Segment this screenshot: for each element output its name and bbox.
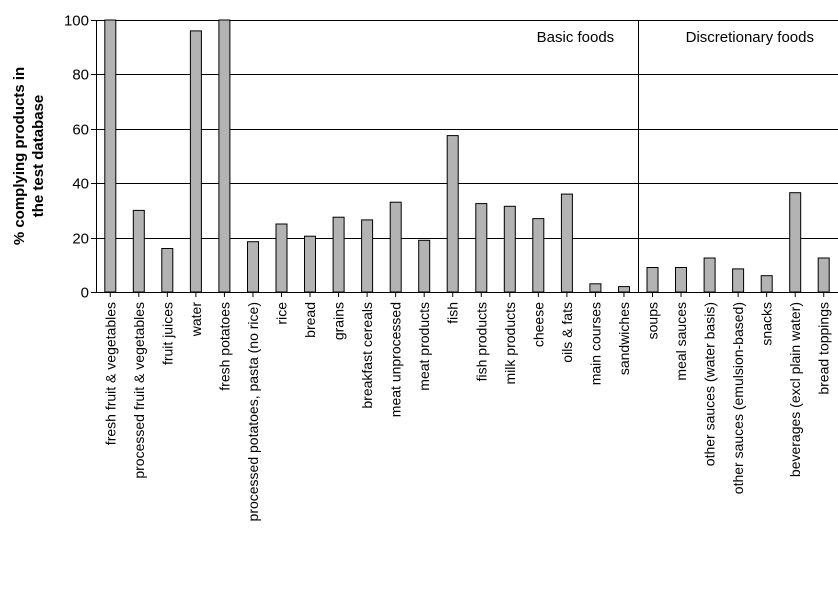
y-ticks: 0 20 40 60 80 100 <box>64 13 96 302</box>
bar <box>418 239 431 293</box>
group-separators: Basic foods Discretionary foods <box>537 20 814 292</box>
bar <box>532 218 545 293</box>
y-tick-label: 20 <box>72 231 89 248</box>
x-tick-label: grains <box>331 302 347 340</box>
bar <box>589 283 602 293</box>
bar <box>275 223 288 293</box>
x-tick-label: fish <box>445 302 461 324</box>
bar <box>104 19 117 293</box>
x-tick-label: processed potatoes, pasta (no rice) <box>245 302 261 521</box>
x-tick-label: fresh potatoes <box>216 302 232 391</box>
x-tick-label: cheese <box>530 302 546 347</box>
x-tick-label: soups <box>645 302 661 339</box>
y-tick-label: 80 <box>72 67 89 84</box>
bar <box>304 235 316 293</box>
axes <box>96 20 838 293</box>
x-tick-label: fruit juices <box>159 302 175 365</box>
x-tick-label: milk products <box>502 302 518 384</box>
y-tick-label: 100 <box>64 13 89 30</box>
x-tick-label: meal sauces <box>673 302 689 381</box>
x-ticks: fresh fruit & vegetables processed fruit … <box>102 292 832 521</box>
x-tick-label: snacks <box>759 302 775 346</box>
x-tick-label: fish products <box>473 302 489 381</box>
bar <box>560 193 573 293</box>
x-tick-label: fresh fruit & vegetables <box>102 302 118 445</box>
bar <box>389 201 402 293</box>
bar <box>161 248 174 293</box>
grid-lines <box>96 20 838 239</box>
bar <box>789 192 802 293</box>
bar <box>361 219 374 293</box>
bar <box>247 241 259 293</box>
x-tick-label: oils & fats <box>559 302 575 363</box>
bar <box>817 257 830 293</box>
x-tick-label: meat unprocessed <box>388 302 404 417</box>
y-tick-label: 40 <box>72 176 89 193</box>
bar <box>475 203 488 293</box>
bar <box>703 257 716 293</box>
bar <box>760 275 773 293</box>
bar <box>218 19 231 293</box>
bar <box>675 267 687 293</box>
y-tick-label: 60 <box>72 122 89 139</box>
x-tick-label: breakfast cereals <box>359 302 375 409</box>
bar <box>189 30 202 293</box>
bar <box>332 216 345 293</box>
x-tick-label: bread <box>302 302 318 338</box>
x-tick-label: other sauces (emulsion-based) <box>730 302 746 494</box>
bars <box>104 19 830 293</box>
y-axis-label-line-2: the test database <box>30 95 47 218</box>
x-tick-label: rice <box>274 302 290 325</box>
bar <box>618 286 630 293</box>
x-tick-label: sandwiches <box>616 302 632 375</box>
bar <box>446 135 459 293</box>
bar <box>732 268 745 293</box>
x-tick-label: water <box>188 302 204 338</box>
x-tick-label: main courses <box>587 302 603 385</box>
x-tick-label: meat products <box>416 302 432 391</box>
y-axis-label-line-1: % complying products in <box>11 67 28 245</box>
group-label: Discretionary foods <box>686 29 814 46</box>
bar <box>503 205 516 293</box>
x-tick-label: beverages (excl plain water) <box>787 302 803 477</box>
x-tick-label: processed fruit & vegetables <box>131 302 147 479</box>
bar <box>646 267 659 293</box>
x-tick-label: bread toppings <box>816 302 832 395</box>
y-tick-label: 0 <box>81 285 89 302</box>
group-label: Basic foods <box>537 29 615 46</box>
bar <box>132 209 145 293</box>
x-tick-label: other sauces (water basis) <box>702 302 718 466</box>
